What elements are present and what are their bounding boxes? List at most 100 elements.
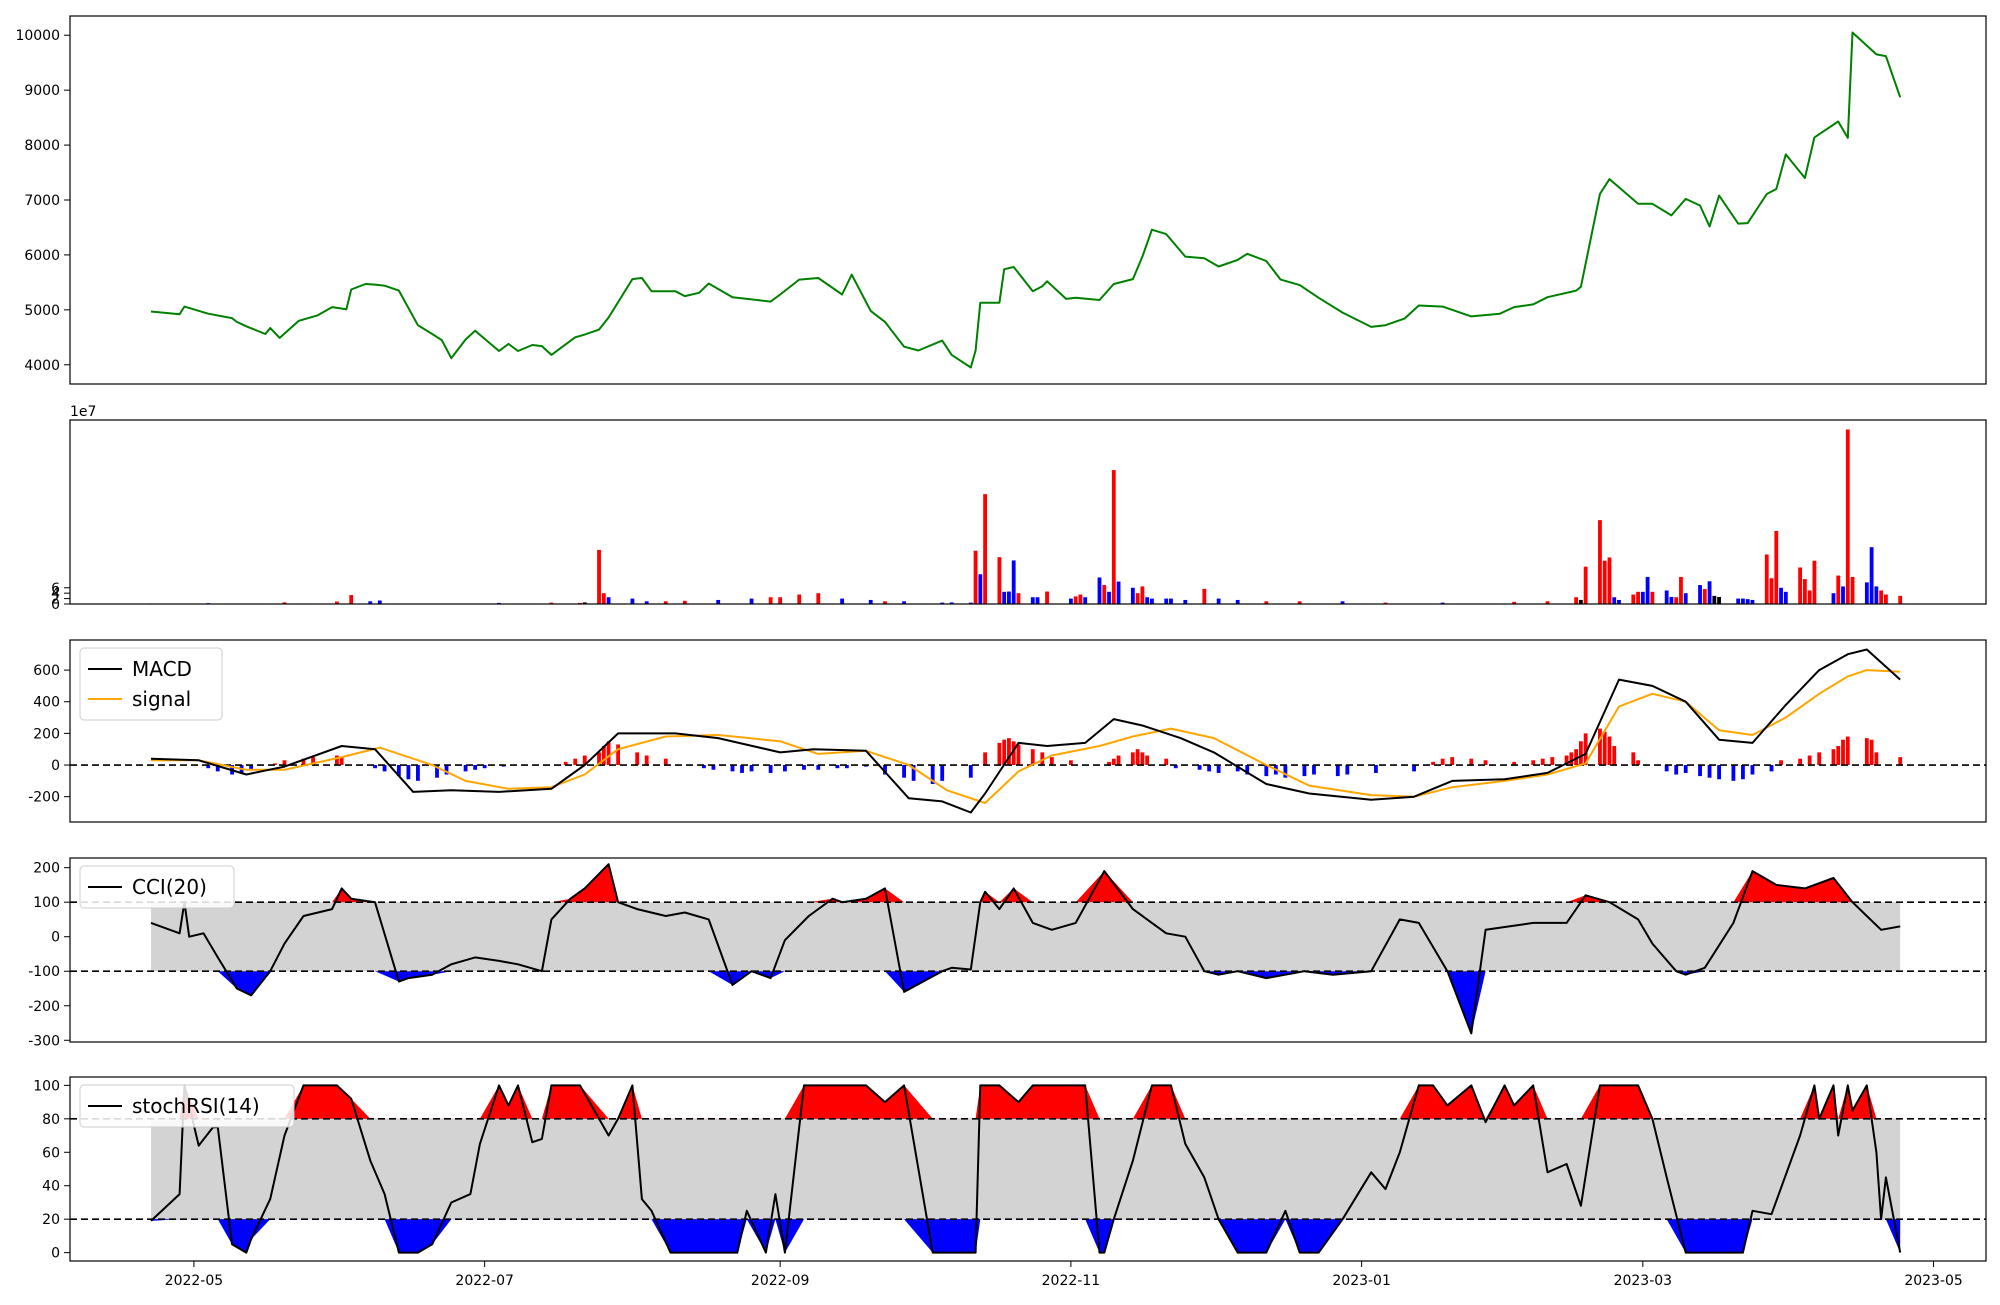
macd-histogram-bar	[1817, 752, 1822, 766]
x-tick-label: 2022-09	[751, 1273, 810, 1289]
volume-bar	[1607, 557, 1612, 604]
volume-bar	[1798, 567, 1803, 604]
volume-bar	[1297, 601, 1302, 604]
volume-bar	[1264, 601, 1269, 604]
macd-histogram-bar	[482, 765, 487, 769]
macd-histogram-bar	[215, 765, 220, 772]
volume-bar	[1712, 595, 1717, 604]
volume-bar	[1779, 587, 1783, 604]
stochrsi-band	[151, 1118, 1901, 1220]
volume-ytick-label: 6	[51, 581, 60, 597]
volume-bar	[1578, 599, 1583, 604]
volume-bar	[1683, 593, 1688, 604]
volume-bar	[630, 598, 635, 604]
macd-histogram-bar	[601, 746, 606, 766]
macd-histogram-bar	[1216, 765, 1221, 773]
macd-histogram-bar	[1569, 752, 1574, 766]
macd-frame	[69, 639, 1987, 823]
volume-bar	[978, 574, 983, 604]
macd-histogram-bar	[1030, 749, 1035, 766]
x-tick-label: 2023-01	[1332, 1273, 1391, 1289]
macd-histogram-bar	[1264, 765, 1269, 777]
volume-bar	[1216, 598, 1221, 604]
macd-histogram-bar	[701, 765, 706, 769]
macd-histogram-bar	[1612, 746, 1617, 766]
macd-histogram-bar	[1707, 765, 1712, 778]
volume-bar	[797, 594, 802, 604]
macd-histogram-bar	[1130, 752, 1135, 766]
volume-bar	[1145, 597, 1150, 604]
volume-bar	[1111, 470, 1116, 604]
macd-histogram-bar	[1374, 765, 1378, 773]
macd-histogram-bar	[1469, 758, 1474, 766]
macd-histogram-bar	[663, 758, 668, 766]
macd-histogram-bar	[749, 765, 754, 772]
volume-bar	[1235, 599, 1240, 604]
volume-bar	[1083, 597, 1088, 604]
volume-bar	[1650, 591, 1655, 604]
volume-bar	[1664, 590, 1669, 604]
macd-histogram-bar	[1049, 757, 1054, 766]
stochrsi-ytick-label: 100	[33, 1078, 60, 1094]
volume-bar	[582, 602, 587, 604]
volume-bar	[1836, 575, 1841, 604]
macd-histogram-bar	[1664, 765, 1669, 772]
cci-series-line	[150, 863, 1901, 1035]
macd-histogram-bar	[1450, 757, 1455, 766]
macd-ytick-label: -200	[28, 790, 60, 806]
macd-histogram-bar	[1016, 744, 1021, 766]
macd-histogram-bar	[1874, 752, 1879, 766]
macd-histogram-bar	[1345, 765, 1350, 775]
macd-histogram-bar	[1431, 761, 1436, 766]
volume-bar	[1702, 589, 1707, 604]
cci-legend-box	[79, 865, 235, 909]
x-tick-label: 2022-05	[165, 1273, 224, 1289]
volume-bar	[377, 600, 382, 604]
volume-bar	[1612, 597, 1617, 604]
macd-histogram-bar	[711, 765, 716, 770]
macd-histogram-bar	[730, 765, 735, 772]
volume-bar	[1164, 598, 1169, 604]
macd-histogram-bar	[1779, 760, 1783, 766]
macd-histogram-bar	[382, 765, 387, 772]
stochrsi-frame	[69, 1076, 1987, 1262]
macd-histogram-bar	[582, 755, 587, 766]
volume-bar	[983, 494, 988, 604]
price-ytick-label: 6000	[24, 248, 60, 264]
volume-bar	[601, 593, 606, 604]
price-ytick-label: 5000	[24, 303, 60, 319]
macd-histogram-bar	[1698, 765, 1702, 777]
macd-histogram-bar	[1564, 755, 1569, 766]
price-ytick-label: 4000	[24, 358, 60, 374]
volume-bar	[1869, 547, 1874, 604]
volume-bar	[1598, 520, 1602, 604]
macd-histogram-bar	[473, 765, 478, 770]
x-tick-label: 2023-03	[1614, 1273, 1673, 1289]
macd-histogram-bar	[606, 741, 611, 766]
volume-offset-label: 1e7	[70, 404, 96, 420]
macd-histogram-bar	[1602, 731, 1607, 766]
volume-bar	[606, 597, 611, 604]
volume-bar	[1812, 560, 1817, 604]
volume-bar	[1440, 602, 1445, 604]
cci-legend-label: CCI(20)	[132, 875, 207, 899]
stochrsi-ytick-label: 0	[51, 1246, 60, 1262]
volume-bar	[1864, 582, 1869, 604]
stochrsi-ytick-label: 20	[42, 1212, 60, 1228]
volume-bar	[644, 601, 649, 604]
macd-histogram-bar	[1283, 765, 1288, 778]
macd-histogram-bar	[1068, 760, 1073, 766]
volume-bar	[549, 602, 554, 604]
macd-histogram-bar	[1550, 757, 1555, 766]
macd-histogram-bar	[597, 752, 601, 766]
volume-bar	[1002, 591, 1007, 604]
macd-histogram-bar	[1007, 738, 1011, 766]
volume-bar	[1736, 598, 1741, 604]
cci-ytick-label: -200	[28, 999, 60, 1015]
volume-bar	[1011, 560, 1016, 604]
signal-series-line	[151, 669, 1901, 804]
macd-histogram-bar	[406, 765, 411, 780]
macd-ytick-label: 200	[33, 726, 60, 742]
volume-bar	[1016, 593, 1021, 604]
